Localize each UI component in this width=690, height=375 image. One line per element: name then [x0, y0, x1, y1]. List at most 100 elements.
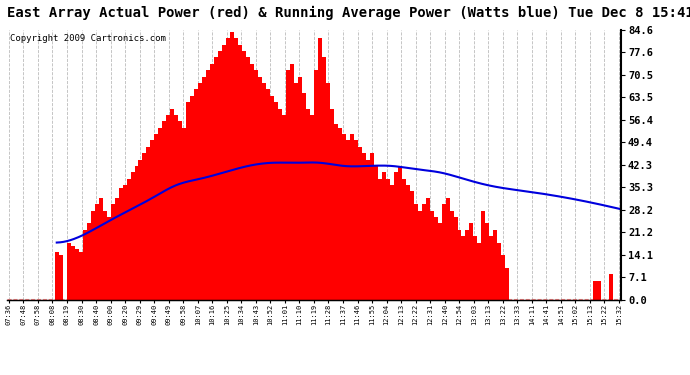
Bar: [457, 230, 462, 300]
Bar: [473, 236, 477, 300]
Bar: [413, 204, 417, 300]
Bar: [59, 255, 63, 300]
Bar: [449, 211, 453, 300]
Bar: [159, 128, 162, 300]
Bar: [358, 147, 362, 300]
Bar: [266, 89, 270, 300]
Bar: [469, 224, 473, 300]
Bar: [417, 211, 422, 300]
Bar: [270, 96, 274, 300]
Bar: [242, 51, 246, 300]
Bar: [230, 32, 234, 300]
Bar: [406, 185, 410, 300]
Bar: [410, 192, 413, 300]
Bar: [79, 252, 83, 300]
Bar: [422, 204, 426, 300]
Bar: [103, 211, 106, 300]
Bar: [87, 224, 90, 300]
Bar: [142, 153, 146, 300]
Bar: [318, 38, 322, 300]
Bar: [179, 121, 182, 300]
Bar: [119, 188, 123, 300]
Bar: [170, 108, 175, 300]
Bar: [362, 153, 366, 300]
Bar: [234, 38, 238, 300]
Bar: [402, 179, 406, 300]
Bar: [609, 274, 613, 300]
Bar: [238, 45, 242, 300]
Bar: [430, 211, 433, 300]
Bar: [477, 243, 482, 300]
Bar: [390, 185, 394, 300]
Bar: [286, 70, 290, 300]
Bar: [95, 204, 99, 300]
Bar: [250, 64, 254, 300]
Bar: [162, 121, 166, 300]
Bar: [186, 102, 190, 300]
Bar: [55, 252, 59, 300]
Bar: [466, 230, 469, 300]
Bar: [254, 70, 258, 300]
Bar: [258, 76, 262, 300]
Bar: [222, 45, 226, 300]
Bar: [90, 211, 95, 300]
Bar: [126, 179, 130, 300]
Bar: [366, 160, 370, 300]
Bar: [322, 57, 326, 300]
Bar: [282, 115, 286, 300]
Bar: [146, 147, 150, 300]
Bar: [294, 83, 298, 300]
Text: Copyright 2009 Cartronics.com: Copyright 2009 Cartronics.com: [10, 34, 166, 43]
Bar: [462, 236, 466, 300]
Bar: [326, 83, 330, 300]
Bar: [83, 230, 87, 300]
Bar: [374, 166, 377, 300]
Bar: [278, 108, 282, 300]
Bar: [497, 243, 502, 300]
Bar: [394, 172, 397, 300]
Bar: [482, 211, 486, 300]
Bar: [330, 108, 334, 300]
Bar: [110, 204, 115, 300]
Bar: [190, 96, 195, 300]
Bar: [338, 128, 342, 300]
Bar: [426, 198, 430, 300]
Bar: [262, 83, 266, 300]
Bar: [226, 38, 230, 300]
Bar: [382, 172, 386, 300]
Bar: [274, 102, 278, 300]
Bar: [298, 76, 302, 300]
Bar: [195, 89, 198, 300]
Bar: [198, 83, 202, 300]
Bar: [354, 140, 358, 300]
Bar: [106, 217, 110, 300]
Bar: [135, 166, 139, 300]
Bar: [182, 128, 186, 300]
Bar: [437, 224, 442, 300]
Bar: [433, 217, 437, 300]
Bar: [346, 140, 350, 300]
Bar: [123, 185, 126, 300]
Bar: [306, 108, 310, 300]
Bar: [350, 134, 354, 300]
Bar: [70, 246, 75, 300]
Bar: [150, 140, 155, 300]
Bar: [486, 224, 489, 300]
Bar: [215, 57, 218, 300]
Bar: [290, 64, 294, 300]
Bar: [502, 255, 505, 300]
Bar: [166, 115, 170, 300]
Bar: [139, 160, 142, 300]
Bar: [593, 281, 597, 300]
Bar: [493, 230, 497, 300]
Bar: [99, 198, 103, 300]
Bar: [130, 172, 135, 300]
Bar: [75, 249, 79, 300]
Bar: [489, 236, 493, 300]
Bar: [446, 198, 449, 300]
Bar: [597, 281, 601, 300]
Bar: [397, 166, 402, 300]
Bar: [342, 134, 346, 300]
Bar: [246, 57, 250, 300]
Bar: [505, 268, 509, 300]
